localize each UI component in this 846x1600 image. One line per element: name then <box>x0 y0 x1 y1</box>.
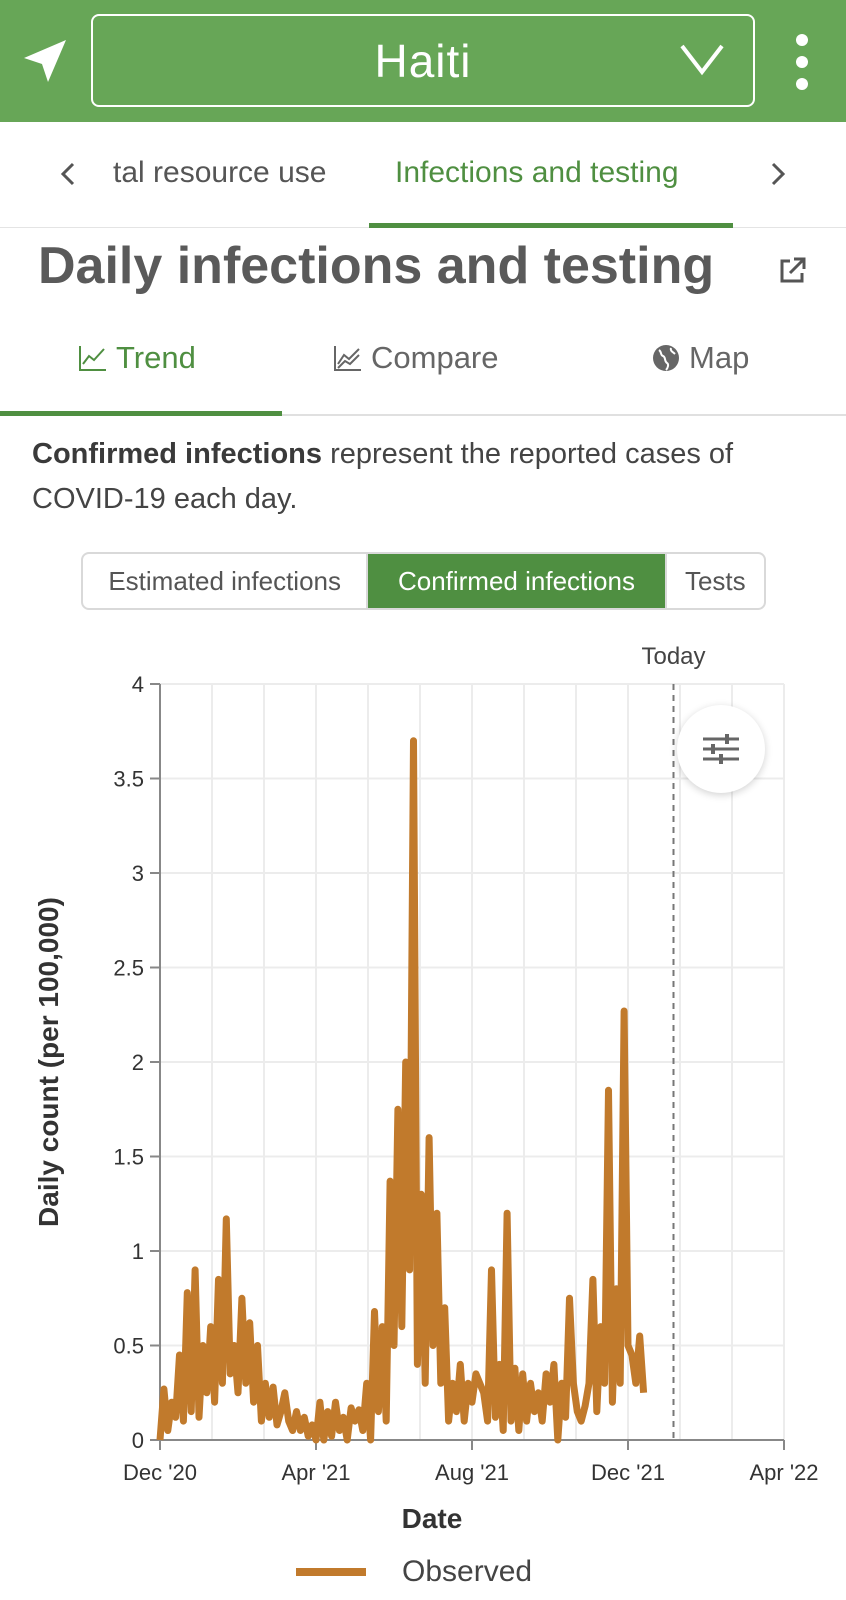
tab-trend[interactable]: Trend <box>78 340 196 376</box>
x-axis-label: Date <box>402 1503 463 1534</box>
y-tick-label: 4 <box>132 672 144 697</box>
page-title: Daily infections and testing <box>38 237 715 295</box>
country-select[interactable]: Haiti <box>91 14 755 107</box>
chart-legend: Observed <box>296 1555 532 1589</box>
chevron-left-icon[interactable] <box>46 152 90 196</box>
y-tick-label: 0.5 <box>113 1334 144 1359</box>
chevron-right-icon[interactable] <box>756 152 800 196</box>
description-text: represent the reported cases of COVID-19… <box>32 438 734 515</box>
tab-map[interactable]: Map <box>651 340 749 376</box>
view-tab-indicator <box>0 411 282 416</box>
tab-compare-label: Compare <box>371 340 499 375</box>
view-tabs: Trend Compare Map <box>0 330 846 416</box>
y-tick-label: 1 <box>132 1239 144 1264</box>
segment-confirmed-infections[interactable]: Confirmed infections <box>368 554 667 608</box>
x-tick-label: Apr '22 <box>749 1460 818 1485</box>
country-label: Haiti <box>374 34 472 87</box>
tab-infections-and-testing[interactable]: Infections and testing <box>395 156 679 189</box>
x-tick-label: Dec '20 <box>123 1460 197 1485</box>
legend-swatch <box>296 1568 366 1576</box>
external-link-icon[interactable] <box>776 255 808 287</box>
compare-chart-icon <box>334 346 361 371</box>
today-label: Today <box>641 643 705 670</box>
trend-chart-icon <box>79 346 106 371</box>
y-tick-label: 3.5 <box>113 767 144 792</box>
segment-tests[interactable]: Tests <box>684 565 746 596</box>
tab-compare[interactable]: Compare <box>333 340 499 376</box>
y-tick-label: 3 <box>132 861 144 886</box>
segment-estimated-infections[interactable]: Estimated infections <box>83 554 369 608</box>
metric-segmented-control: Estimated infections Confirmed infection… <box>81 552 766 610</box>
description: Confirmed infections represent the repor… <box>32 432 822 522</box>
active-tab-indicator <box>369 223 733 228</box>
y-tick-label: 1.5 <box>113 1145 144 1170</box>
y-axis-label: Daily count (per 100,000) <box>33 897 64 1227</box>
chart-settings-button[interactable] <box>677 705 765 793</box>
tab-trend-label: Trend <box>116 340 196 375</box>
more-options-icon[interactable] <box>790 30 814 94</box>
top-bar: Haiti <box>0 0 846 122</box>
section-tabs: tal resource use Infections and testing <box>0 122 846 228</box>
tab-hospital-resource-use[interactable]: tal resource use <box>113 156 327 189</box>
infections-chart: 0 0.5 1 1.5 2 2.5 3 3.5 4 Dec '20 Apr '21 Aug '21 De… <box>33 643 819 1534</box>
location-arrow-icon[interactable] <box>18 36 70 88</box>
y-tick-label: 2 <box>132 1050 144 1075</box>
x-tick-label: Aug '21 <box>435 1460 509 1485</box>
series-line-observed <box>156 737 648 1444</box>
globe-icon <box>653 345 679 371</box>
sliders-icon <box>703 734 739 764</box>
x-tick-label: Apr '21 <box>281 1460 350 1485</box>
chevron-down-icon <box>680 44 724 76</box>
description-bold: Confirmed infections <box>32 438 323 470</box>
y-tick-label: 0 <box>132 1428 144 1453</box>
tab-map-label: Map <box>689 340 750 375</box>
x-tick-label: Dec '21 <box>591 1460 665 1485</box>
y-tick-label: 2.5 <box>113 956 144 981</box>
legend-label: Observed <box>402 1555 533 1588</box>
